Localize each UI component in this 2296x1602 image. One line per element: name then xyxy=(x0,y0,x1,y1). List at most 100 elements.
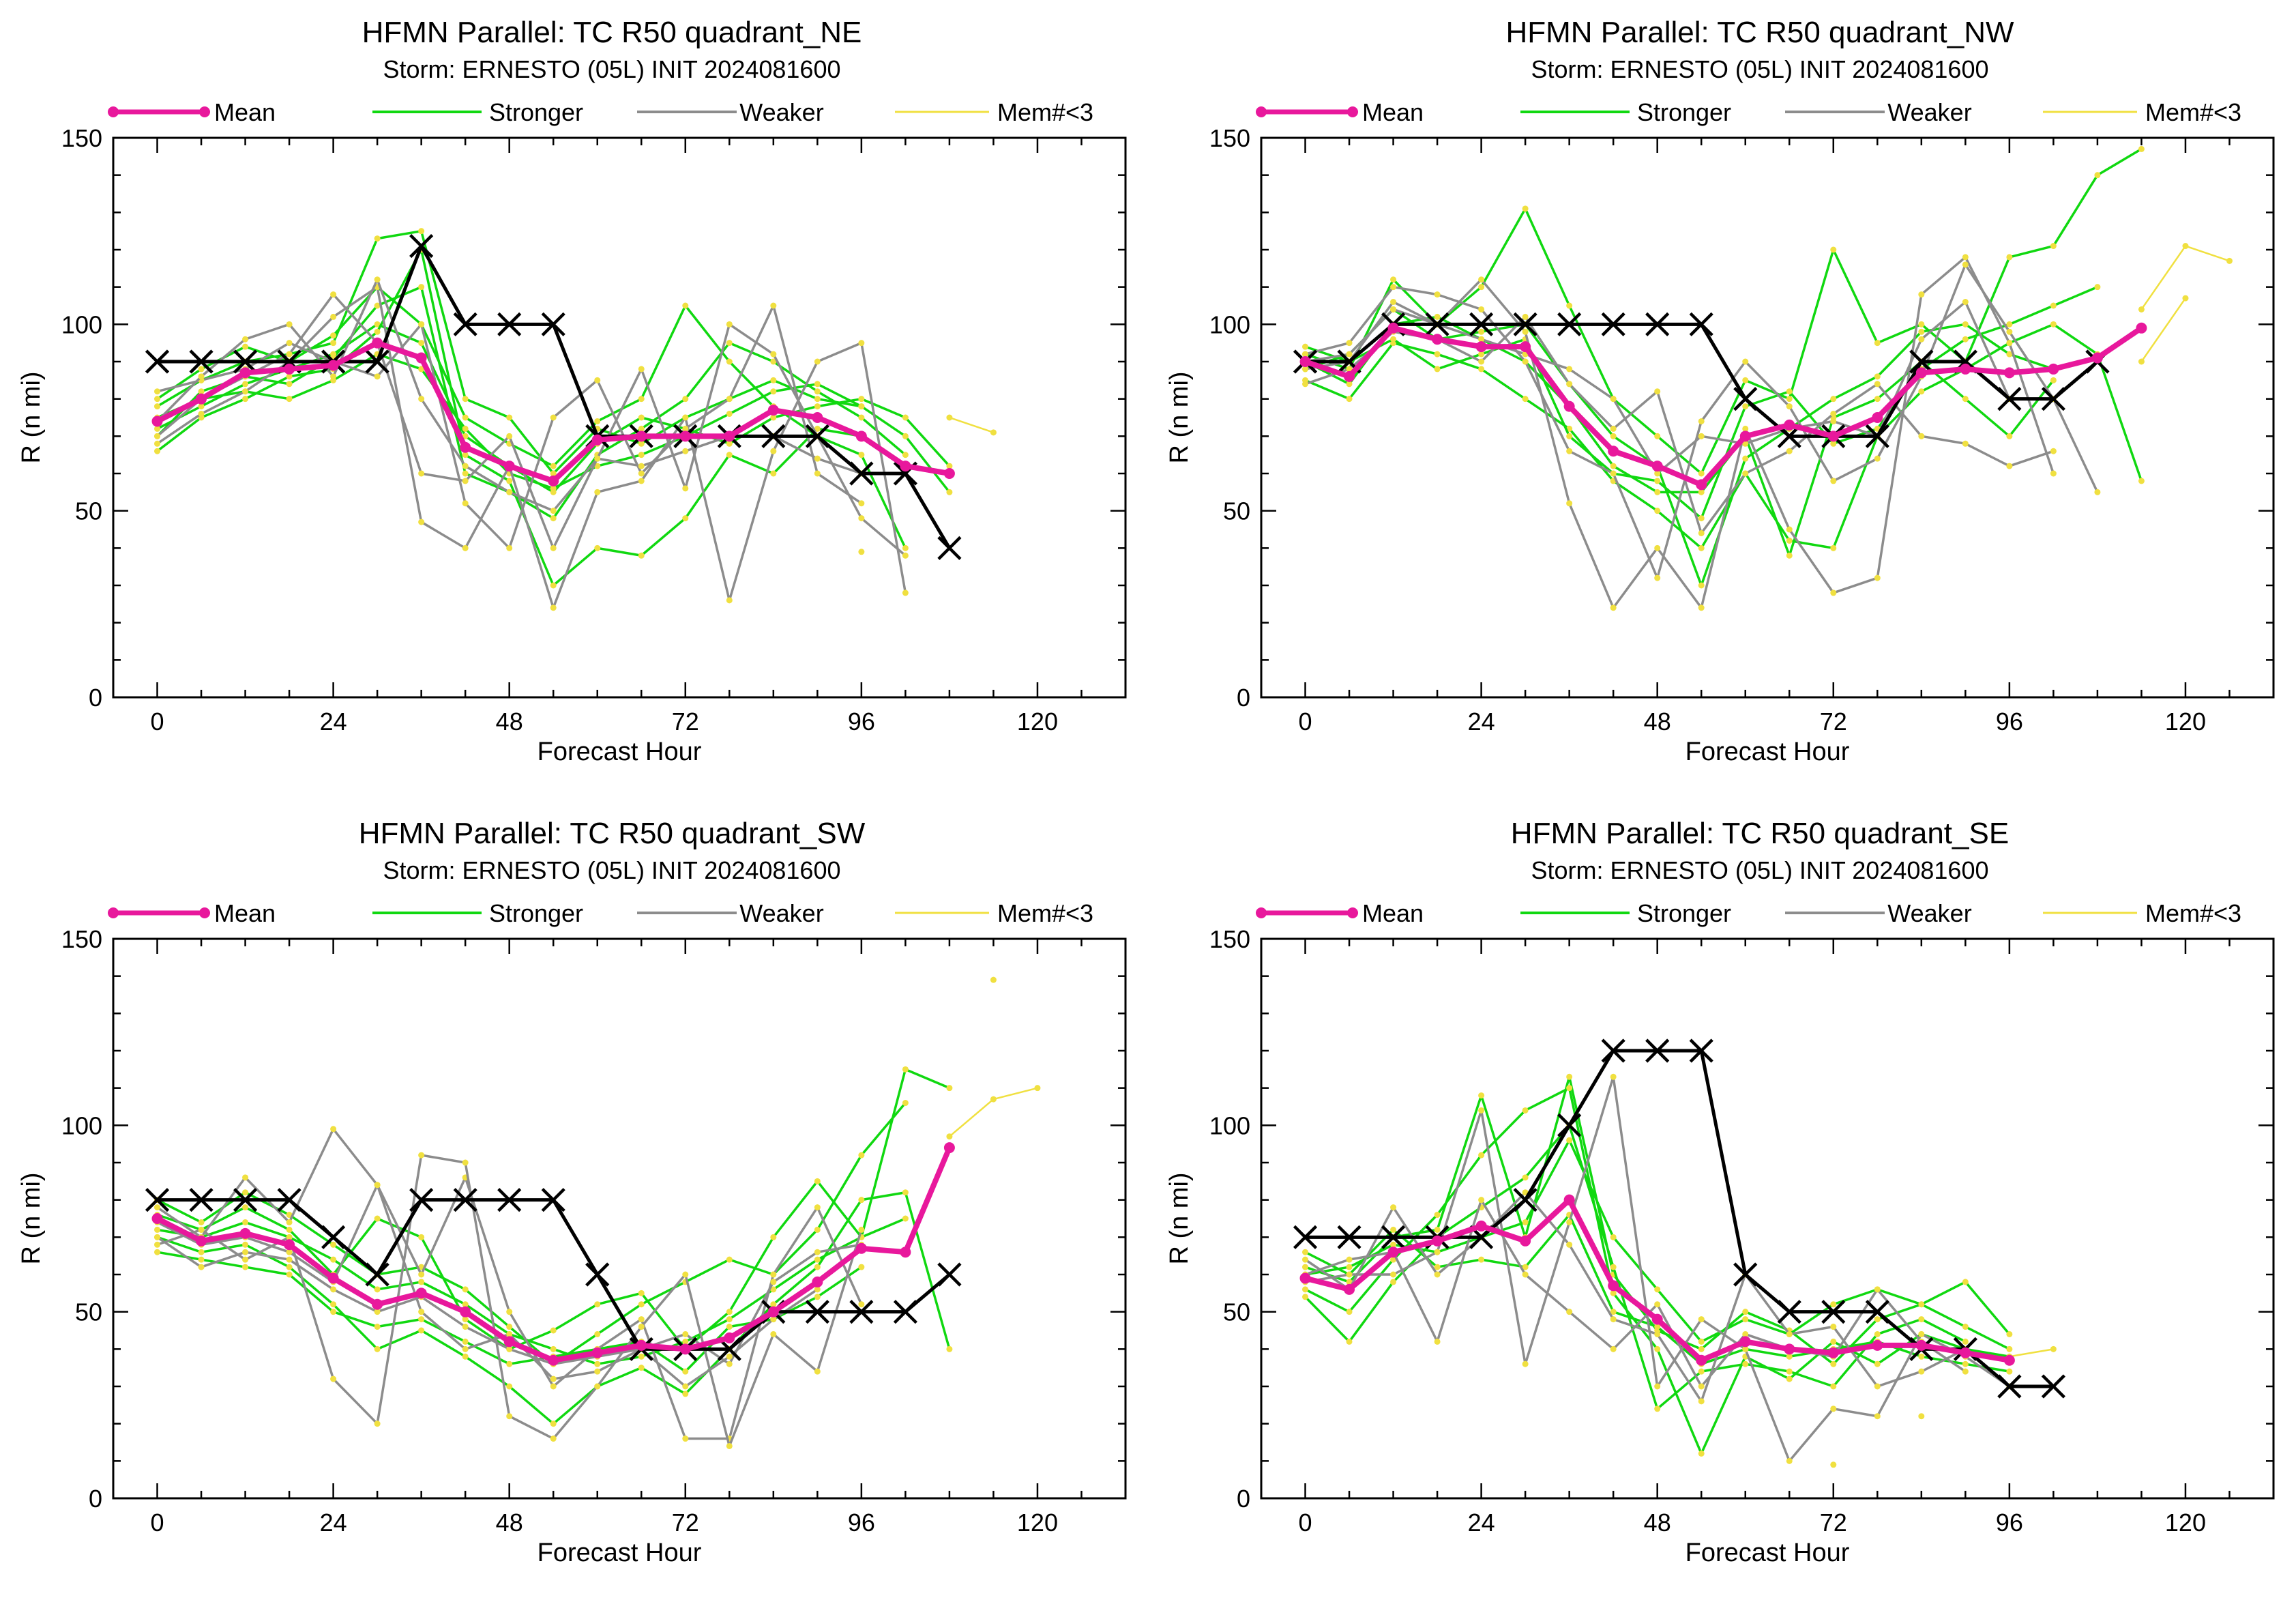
member-point xyxy=(902,1100,909,1107)
member-point xyxy=(1786,403,1793,410)
member-point xyxy=(770,302,777,309)
member-point xyxy=(1522,1271,1529,1278)
x-tick-label: 0 xyxy=(1299,1509,1312,1537)
member-point xyxy=(858,403,865,410)
member-point xyxy=(682,1383,689,1390)
member-point xyxy=(594,489,601,495)
member-point xyxy=(1698,582,1705,589)
member-point xyxy=(594,1368,601,1375)
plot-frame xyxy=(1260,136,2275,699)
member-point xyxy=(682,1330,689,1337)
member-point xyxy=(1434,351,1441,358)
y-tick-label: 50 xyxy=(1223,497,1250,525)
chart-data-layer xyxy=(1293,1038,2065,1468)
member-point xyxy=(1478,358,1485,365)
member-point xyxy=(1918,1413,1925,1420)
member-point xyxy=(770,1271,777,1278)
member-point xyxy=(506,1383,513,1390)
member-point xyxy=(154,1234,161,1240)
member-line-weaker xyxy=(1304,1198,1967,1388)
mean-point xyxy=(636,431,647,442)
member-point xyxy=(1830,396,1837,403)
member-point xyxy=(550,582,557,589)
mean-point xyxy=(1696,1354,1707,1366)
member-point xyxy=(1786,1368,1793,1375)
member-point xyxy=(374,235,381,242)
x-tick-label: 120 xyxy=(1017,1509,1058,1537)
member-point xyxy=(902,433,909,439)
x-tick-label: 120 xyxy=(2165,708,2206,736)
member-point xyxy=(1742,403,1749,410)
member-point xyxy=(814,425,821,432)
member-point xyxy=(814,1226,821,1233)
member-point xyxy=(462,425,469,432)
y-axis-label: R (n mi) xyxy=(17,371,46,463)
member-point xyxy=(1478,284,1485,291)
mean-point xyxy=(1784,1343,1795,1355)
best-track-marker xyxy=(233,349,258,374)
member-point xyxy=(594,455,601,462)
member-point xyxy=(1346,1271,1353,1278)
member-point xyxy=(462,500,469,507)
legend-mean-marker xyxy=(1256,907,1267,918)
chart-subtitle: Storm: ERNESTO (05L) INIT 2024081600 xyxy=(1531,55,1989,83)
member-line-few_members xyxy=(2140,297,2186,362)
legend-mean-marker xyxy=(1347,106,1358,117)
member-point xyxy=(594,1330,601,1337)
best-track-marker xyxy=(189,1188,214,1212)
member-point xyxy=(902,552,909,559)
member-point xyxy=(286,373,293,380)
member-point xyxy=(1698,1316,1705,1323)
best-track-marker xyxy=(145,349,170,374)
x-tick-label: 72 xyxy=(672,708,699,736)
member-point xyxy=(1786,552,1793,559)
member-point xyxy=(2006,254,2013,261)
member-line-stronger xyxy=(157,1217,907,1365)
member-point xyxy=(1522,313,1529,320)
best-track-marker xyxy=(1997,387,2022,411)
member-point xyxy=(770,388,777,395)
legend-mean-label: Mean xyxy=(214,899,276,927)
chart-panel: HFMN Parallel: TC R50 quadrant_SE Storm: … xyxy=(1165,817,2275,1567)
member-point xyxy=(242,1219,249,1225)
member-point xyxy=(1610,1345,1617,1352)
member-point xyxy=(1610,433,1617,439)
member-point xyxy=(1654,1330,1661,1337)
member-point xyxy=(814,1204,821,1211)
mean-point xyxy=(900,461,911,472)
member-point xyxy=(990,1096,997,1103)
mean-point xyxy=(767,1306,779,1317)
member-point xyxy=(1874,340,1881,347)
member-point xyxy=(1390,1279,1397,1285)
member-point xyxy=(1390,1256,1397,1263)
mean-point xyxy=(239,367,251,379)
member-point xyxy=(2006,321,2013,327)
member-point xyxy=(902,1215,909,1222)
member-point xyxy=(1830,1360,1837,1367)
best-track-marker xyxy=(409,233,434,259)
member-point xyxy=(638,1353,645,1360)
member-line-few_members xyxy=(949,416,994,434)
member-point xyxy=(1962,1338,1969,1345)
member-point xyxy=(638,1301,645,1308)
best-track-marker xyxy=(1865,1300,1889,1324)
member-point xyxy=(1302,381,1309,388)
member-point xyxy=(1522,1264,1529,1270)
member-point xyxy=(550,1421,557,1427)
y-tick-label: 0 xyxy=(89,1485,102,1513)
member-point xyxy=(374,1421,381,1427)
member-point xyxy=(902,1189,909,1196)
member-point xyxy=(506,1345,513,1352)
member-point xyxy=(462,463,469,469)
member-point xyxy=(154,1204,161,1211)
member-point xyxy=(198,366,205,373)
member-point xyxy=(1654,1406,1661,1412)
member-point xyxy=(1830,1461,1837,1468)
member-point xyxy=(550,1436,557,1442)
member-point xyxy=(770,448,777,454)
member-point xyxy=(462,396,469,403)
member-point xyxy=(1478,336,1485,343)
member-point xyxy=(946,414,953,421)
best-track-marker xyxy=(1997,1374,2022,1399)
member-point xyxy=(638,414,645,421)
